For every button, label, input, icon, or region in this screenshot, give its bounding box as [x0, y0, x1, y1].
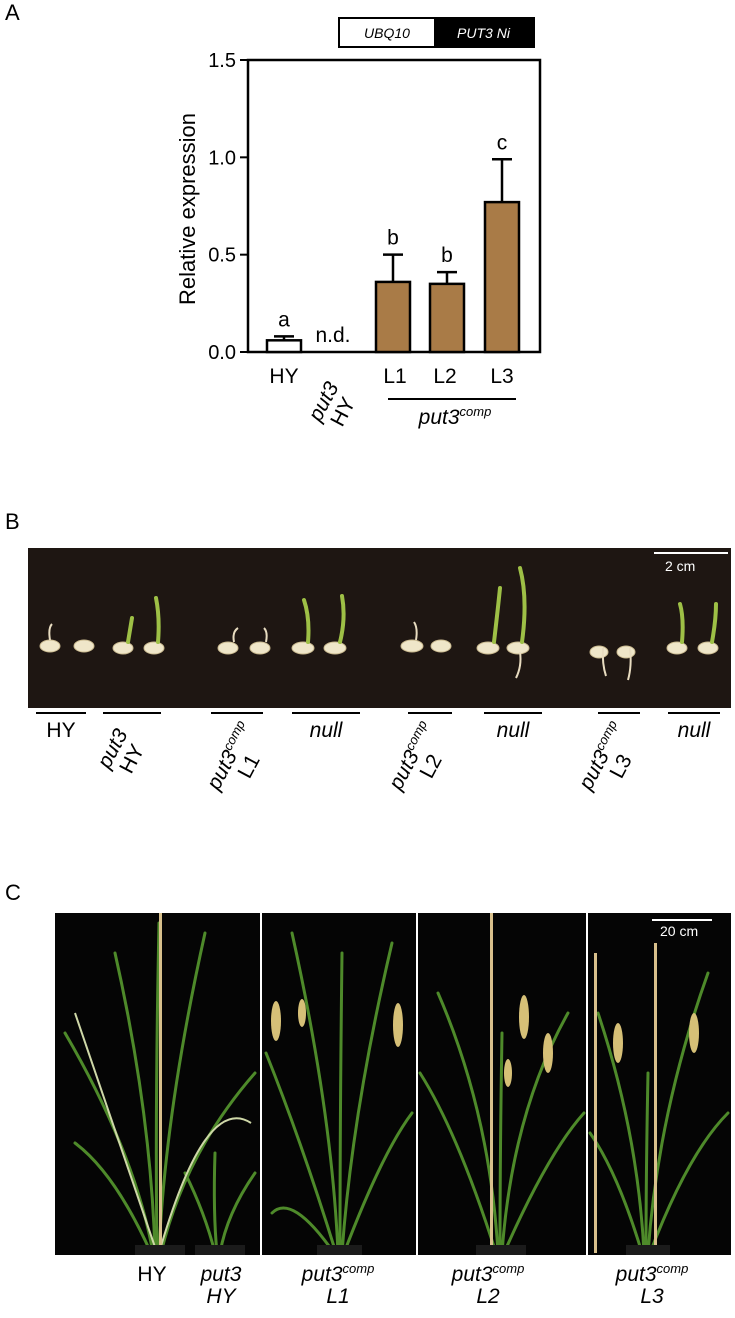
x-label-l3: L3 — [490, 365, 514, 388]
significance-label-4: c — [497, 131, 508, 154]
y-tick-label-0: 0.0 — [208, 342, 236, 364]
b-label-null3: null — [677, 719, 711, 742]
y-tick-label-1: 0.5 — [208, 245, 236, 267]
legend-ref: UBQ10 — [364, 24, 410, 41]
c-label-comp-l3: put3comp L3 — [615, 1261, 689, 1309]
c-label-comp-l1: put3comp L1 — [301, 1261, 375, 1309]
seedlings-drawing — [39, 566, 719, 681]
seedling-scale-bar — [654, 552, 728, 554]
group-underline — [388, 398, 516, 400]
b-underline-null2 — [484, 712, 542, 714]
significance-label-2: b — [387, 227, 399, 250]
bar-l1 — [374, 280, 412, 354]
y-axis-label: Relative expression — [175, 113, 200, 305]
y-tick-label-2: 1.0 — [208, 147, 236, 169]
bar-hy — [265, 339, 303, 354]
plant-photo-l1 — [262, 913, 416, 1255]
panel-label-c: C — [5, 880, 21, 905]
bar-l3 — [483, 200, 521, 354]
b-underline-put3 — [103, 712, 161, 714]
plant-drawing-2 — [264, 931, 414, 1255]
seedling-photo: 2 cm — [28, 548, 731, 708]
x-label-l2: L2 — [433, 365, 457, 388]
c-label-comp-l2: put3comp L2 — [451, 1261, 525, 1309]
plant-drawing-4 — [588, 943, 730, 1255]
plant-scale-text: 20 cm — [660, 923, 699, 939]
plant-photo-l3: 20 cm — [588, 913, 731, 1255]
legend-target: PUT3 Ni — [434, 19, 533, 46]
significance-label-1: n.d. — [315, 324, 350, 347]
legend-box: UBQ10 PUT3 Ni — [338, 17, 535, 48]
bar-chart: Relative expression 0.0 0.5 1.0 1.5 a n.d. b b… — [175, 50, 542, 364]
b-label-put3-hy: put3 HY — [93, 725, 150, 778]
b-underline-null3 — [668, 712, 720, 714]
plant-scale-bar — [652, 919, 712, 921]
bar-l2 — [428, 282, 466, 354]
b-underline-l2 — [408, 712, 452, 714]
plant-photo-hy-put3 — [55, 913, 260, 1255]
panel-label-b: B — [5, 509, 20, 534]
plant-photo-l2 — [418, 913, 586, 1255]
b-label-hy: HY — [46, 719, 76, 742]
b-label-comp-l1: put3comp L1 — [202, 717, 265, 794]
seedling-scale-text: 2 cm — [665, 558, 696, 574]
x-label-l1: L1 — [383, 365, 407, 388]
b-underline-null1 — [292, 712, 360, 714]
group-label: put3comp — [418, 404, 492, 429]
c-label-hy: HY — [137, 1263, 167, 1286]
b-underline-l3 — [598, 712, 640, 714]
plant-drawing-3 — [418, 913, 586, 1255]
significance-label-3: b — [441, 244, 453, 267]
x-label-hy: HY — [269, 365, 299, 388]
b-label-comp-l3: put3comp L3 — [574, 717, 637, 794]
b-label-comp-l2: put3comp L2 — [384, 717, 447, 794]
b-label-null1: null — [309, 719, 343, 742]
b-label-null2: null — [496, 719, 530, 742]
significance-label-0: a — [278, 308, 290, 331]
panel-label-a: A — [5, 0, 20, 25]
plant-drawing-1 — [63, 913, 257, 1255]
b-underline-l1 — [211, 712, 263, 714]
y-tick-label-3: 1.5 — [208, 50, 236, 72]
c-label-put3-hy: put3 HY — [200, 1263, 242, 1309]
b-underline-hy — [36, 712, 86, 714]
